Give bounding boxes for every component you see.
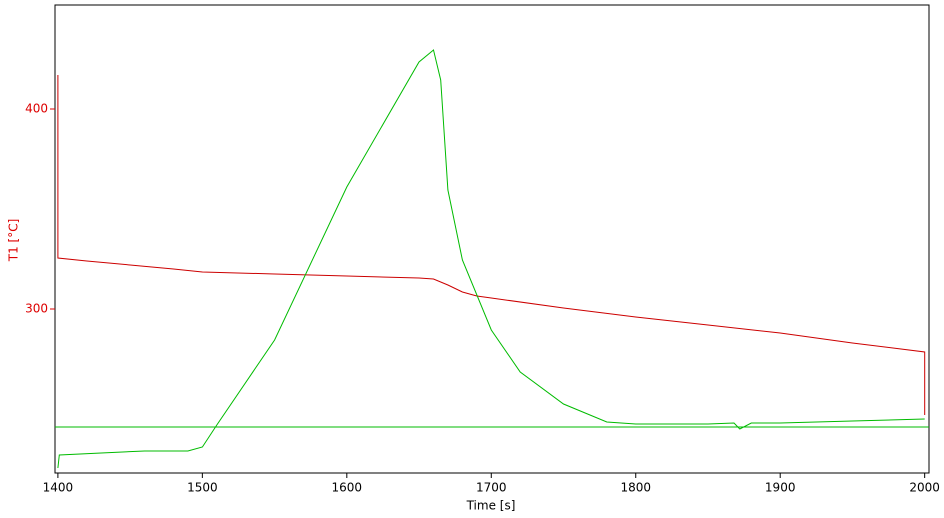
x-tick-label: 1600: [332, 481, 363, 495]
x-tick-label: 1500: [187, 481, 218, 495]
series-line: [57, 75, 926, 415]
x-tick-label: 1800: [620, 481, 651, 495]
x-tick-label: 2000: [909, 481, 940, 495]
x-tick-label: 1700: [476, 481, 507, 495]
y-tick-label: 400: [25, 102, 48, 116]
x-tick-label: 1400: [43, 481, 74, 495]
series-line: [57, 49, 925, 469]
y-tick-label: 300: [25, 302, 48, 316]
plot-frame: [54, 4, 930, 474]
y-axis-label: T1 [°C]: [7, 219, 21, 263]
x-tick-label: 1900: [765, 481, 796, 495]
x-axis-label: Time [s]: [466, 499, 516, 513]
